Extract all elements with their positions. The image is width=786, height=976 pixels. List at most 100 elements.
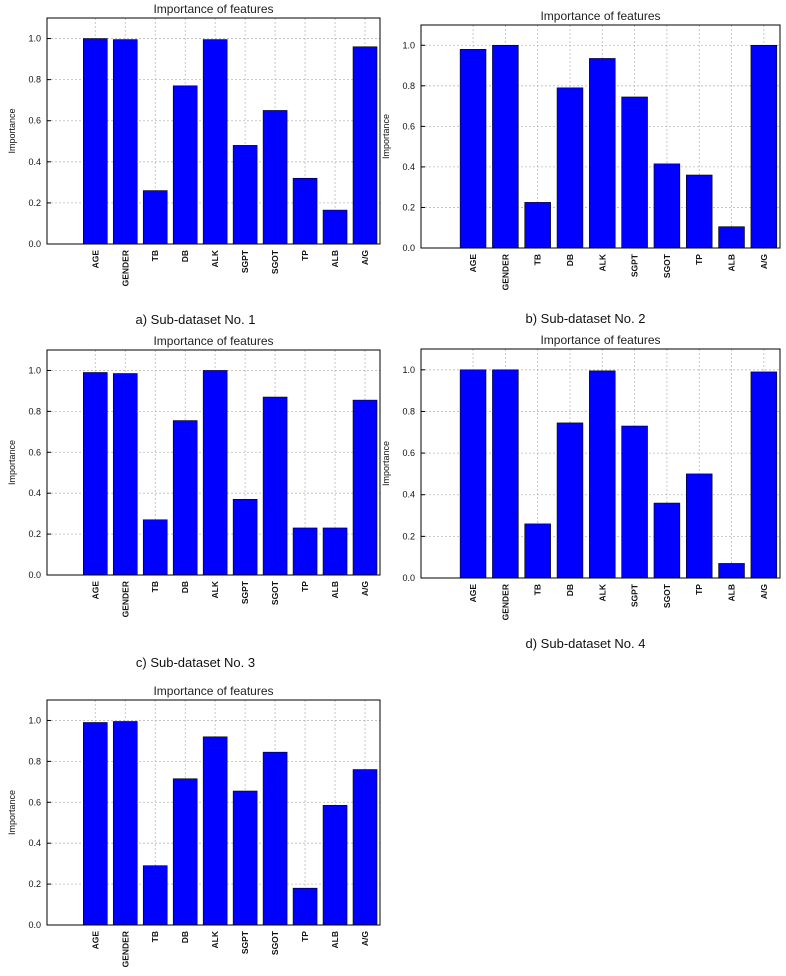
chart-panel-5: 0.0 0.2 0.4 0.6 0.8 1.0 AGE GENDER TB DB ALK SGPT SG… (7, 684, 381, 967)
chart-title: Importance of features (540, 9, 660, 23)
bar-age (82, 372, 108, 576)
x-tick-label: GENDER (120, 931, 130, 967)
chart-title: Importance of features (153, 2, 273, 16)
bar-db (172, 85, 198, 245)
bar-tp (292, 177, 318, 245)
x-tick-label: SGOT (270, 249, 280, 274)
y-axis-label: Importance (7, 440, 17, 485)
x-tick-label: A/G (360, 581, 370, 597)
x-tick-label: DB (180, 581, 190, 593)
y-tick-label: 0.6 (28, 797, 41, 807)
x-tick-label: ALB (330, 581, 340, 598)
bar-sgot (653, 502, 681, 579)
bar-db (556, 87, 584, 249)
bar-tb (142, 190, 168, 245)
x-tick-label: AGE (468, 254, 478, 273)
y-tick-label: 0.2 (28, 198, 41, 208)
y-tick-label: 0.0 (402, 573, 415, 583)
bar-sgpt (621, 96, 648, 249)
x-tick-label: TP (694, 254, 704, 265)
x-tick-label: SGPT (240, 249, 250, 273)
y-tick-label: 0.2 (402, 202, 415, 212)
bar-sgot (653, 163, 681, 249)
bar-db (556, 422, 584, 579)
bar-sgpt (232, 790, 258, 926)
bar-tb (524, 202, 551, 249)
x-tick-label: SGPT (630, 253, 640, 277)
y-tick-label: 0.4 (402, 162, 415, 172)
bar-alk (589, 370, 616, 579)
bar-gender (112, 373, 138, 576)
bar-alb (322, 209, 348, 245)
y-tick-label: 0.6 (402, 121, 415, 131)
y-axis-label: Importance (381, 114, 391, 159)
bar-alb (718, 226, 745, 249)
x-tick-label: AGE (90, 581, 100, 600)
bar-alb (322, 527, 348, 576)
y-tick-label: 0.2 (402, 531, 415, 541)
subfigure-caption: c) Sub-dataset No. 3 (136, 655, 255, 670)
bar-gender (492, 369, 519, 579)
y-axis-label: Importance (7, 790, 17, 835)
y-tick-label: 1.0 (28, 715, 41, 725)
bar-tp (292, 527, 318, 576)
x-tick-label: SGOT (270, 930, 280, 955)
x-tick-label: SGOT (662, 253, 672, 278)
bar-alb (322, 805, 348, 926)
bar-gender (492, 44, 519, 249)
bar-gender (112, 721, 138, 926)
chart-title: Importance of features (153, 334, 273, 348)
x-tick-label: AGE (90, 931, 100, 950)
chart-panel-2: 0.0 0.2 0.4 0.6 0.8 1.0 AGE GENDER TB DB ALK SGPT SG… (381, 9, 781, 326)
x-tick-label: GENDER (120, 250, 130, 286)
x-tick-label: SGPT (630, 583, 640, 607)
bar-alk (202, 370, 228, 576)
bar-alk (589, 58, 616, 249)
bar-sgot (262, 751, 288, 926)
x-tick-label: SGPT (240, 580, 250, 604)
x-tick-label: A/G (759, 254, 769, 270)
x-tick-label: ALK (210, 249, 220, 267)
y-tick-label: 0.4 (402, 490, 415, 500)
plot-border (46, 349, 381, 576)
y-tick-label: 0.4 (28, 838, 41, 848)
y-tick-label: 1.0 (28, 365, 41, 375)
y-tick-label: 0.8 (402, 406, 415, 416)
bar-age (459, 369, 487, 579)
bar-a-g (352, 769, 378, 926)
bar-age (459, 49, 487, 249)
bar-age (82, 722, 108, 926)
x-tick-label: TP (300, 931, 310, 942)
x-tick-label: DB (180, 250, 190, 262)
x-tick-label: TP (300, 250, 310, 261)
x-tick-label: GENDER (500, 584, 510, 620)
chart-panel-1: 0.0 0.2 0.4 0.6 0.8 1.0 AGE GENDER TB DB ALK SGPT SG… (7, 2, 381, 327)
bar-tb (142, 865, 168, 926)
bar-db (172, 778, 198, 926)
x-tick-label: ALB (727, 254, 737, 271)
x-tick-label: ALK (210, 930, 220, 948)
y-tick-label: 0.0 (28, 239, 41, 249)
x-tick-label: ALB (330, 931, 340, 948)
x-tick-label: ALK (597, 253, 607, 271)
chart-panel-4: 0.0 0.2 0.4 0.6 0.8 1.0 AGE GENDER TB DB ALK SGPT SG… (381, 333, 781, 651)
y-tick-label: 0.6 (28, 447, 41, 457)
y-tick-label: 0.8 (28, 75, 41, 85)
bar-sgot (262, 110, 288, 245)
bar-alk (202, 39, 228, 245)
bar-a-g (750, 44, 778, 249)
y-tick-label: 0.6 (28, 116, 41, 126)
y-tick-label: 0.4 (28, 157, 41, 167)
bar-alb (718, 563, 745, 579)
chart-panel-3: 0.0 0.2 0.4 0.6 0.8 1.0 AGE GENDER TB DB ALK SGPT SG… (7, 334, 381, 670)
bar-alk (202, 736, 228, 926)
y-tick-label: 1.0 (402, 40, 415, 50)
bar-sgot (262, 396, 288, 576)
x-tick-label: TP (300, 581, 310, 592)
y-axis-label: Importance (381, 441, 391, 486)
y-tick-label: 0.2 (28, 529, 41, 539)
x-tick-label: ALK (597, 583, 607, 601)
x-tick-label: DB (565, 254, 575, 266)
x-tick-label: TB (150, 931, 160, 942)
